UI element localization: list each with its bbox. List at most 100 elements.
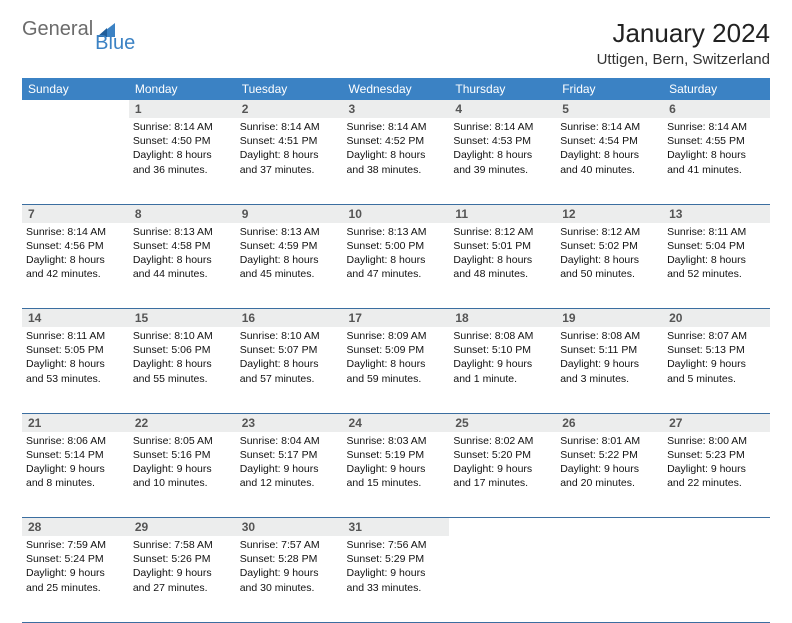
day-detail-line: Sunset: 5:28 PM <box>240 552 339 566</box>
weekday-header: Saturday <box>663 78 770 100</box>
month-title: January 2024 <box>597 18 770 49</box>
day-detail-line: Sunset: 5:26 PM <box>133 552 232 566</box>
day-cell: Sunrise: 8:09 AMSunset: 5:09 PMDaylight:… <box>343 327 450 413</box>
day-details: Sunrise: 8:13 AMSunset: 4:58 PMDaylight:… <box>133 225 232 282</box>
day-details: Sunrise: 7:57 AMSunset: 5:28 PMDaylight:… <box>240 538 339 595</box>
day-number-row: 78910111213 <box>22 204 770 223</box>
calendar-table: Sunday Monday Tuesday Wednesday Thursday… <box>22 78 770 623</box>
day-detail-line: Daylight: 8 hours <box>453 148 552 162</box>
day-detail-line: Sunset: 5:29 PM <box>347 552 446 566</box>
header: General Blue January 2024 Uttigen, Bern,… <box>22 18 770 68</box>
day-detail-line: Sunset: 5:04 PM <box>667 239 766 253</box>
day-number-row: 14151617181920 <box>22 309 770 328</box>
day-number: 12 <box>556 204 663 223</box>
day-detail-line: Sunrise: 8:12 AM <box>453 225 552 239</box>
day-cell: Sunrise: 8:03 AMSunset: 5:19 PMDaylight:… <box>343 432 450 518</box>
day-detail-line: Daylight: 9 hours <box>133 566 232 580</box>
day-detail-line: and 5 minutes. <box>667 372 766 386</box>
day-details: Sunrise: 8:01 AMSunset: 5:22 PMDaylight:… <box>560 434 659 491</box>
day-detail-line: Sunset: 5:05 PM <box>26 343 125 357</box>
day-details: Sunrise: 8:14 AMSunset: 4:55 PMDaylight:… <box>667 120 766 177</box>
day-detail-line: and 57 minutes. <box>240 372 339 386</box>
day-details: Sunrise: 8:13 AMSunset: 5:00 PMDaylight:… <box>347 225 446 282</box>
day-detail-line: Daylight: 8 hours <box>133 357 232 371</box>
day-cell: Sunrise: 7:56 AMSunset: 5:29 PMDaylight:… <box>343 536 450 622</box>
day-cell: Sunrise: 8:06 AMSunset: 5:14 PMDaylight:… <box>22 432 129 518</box>
day-cell <box>22 118 129 204</box>
day-content-row: Sunrise: 8:06 AMSunset: 5:14 PMDaylight:… <box>22 432 770 518</box>
day-detail-line: Sunset: 5:01 PM <box>453 239 552 253</box>
day-number <box>663 518 770 537</box>
day-detail-line: Sunset: 4:50 PM <box>133 134 232 148</box>
day-detail-line: Sunrise: 8:10 AM <box>133 329 232 343</box>
day-cell: Sunrise: 8:08 AMSunset: 5:11 PMDaylight:… <box>556 327 663 413</box>
day-detail-line: and 59 minutes. <box>347 372 446 386</box>
day-detail-line: and 36 minutes. <box>133 163 232 177</box>
day-cell: Sunrise: 8:14 AMSunset: 4:54 PMDaylight:… <box>556 118 663 204</box>
day-detail-line: Daylight: 8 hours <box>26 253 125 267</box>
day-detail-line: Daylight: 8 hours <box>133 253 232 267</box>
weekday-header: Friday <box>556 78 663 100</box>
day-number: 22 <box>129 413 236 432</box>
day-detail-line: Daylight: 9 hours <box>26 566 125 580</box>
day-number: 9 <box>236 204 343 223</box>
day-detail-line: Sunset: 5:13 PM <box>667 343 766 357</box>
day-detail-line: Daylight: 8 hours <box>347 253 446 267</box>
day-cell: Sunrise: 8:14 AMSunset: 4:50 PMDaylight:… <box>129 118 236 204</box>
day-detail-line: Daylight: 8 hours <box>240 148 339 162</box>
day-detail-line: and 39 minutes. <box>453 163 552 177</box>
day-detail-line: Sunrise: 8:12 AM <box>560 225 659 239</box>
day-detail-line: and 17 minutes. <box>453 476 552 490</box>
day-detail-line: Sunrise: 8:13 AM <box>240 225 339 239</box>
weekday-header: Wednesday <box>343 78 450 100</box>
day-details: Sunrise: 8:11 AMSunset: 5:04 PMDaylight:… <box>667 225 766 282</box>
day-detail-line: and 33 minutes. <box>347 581 446 595</box>
day-detail-line: Sunset: 5:16 PM <box>133 448 232 462</box>
day-number: 11 <box>449 204 556 223</box>
day-number: 2 <box>236 100 343 118</box>
day-detail-line: Sunset: 5:00 PM <box>347 239 446 253</box>
day-number: 26 <box>556 413 663 432</box>
day-detail-line: Sunrise: 8:14 AM <box>347 120 446 134</box>
day-details: Sunrise: 7:56 AMSunset: 5:29 PMDaylight:… <box>347 538 446 595</box>
day-cell: Sunrise: 8:00 AMSunset: 5:23 PMDaylight:… <box>663 432 770 518</box>
day-number: 3 <box>343 100 450 118</box>
day-detail-line: Daylight: 9 hours <box>453 462 552 476</box>
day-details: Sunrise: 8:14 AMSunset: 4:51 PMDaylight:… <box>240 120 339 177</box>
day-detail-line: Sunset: 5:23 PM <box>667 448 766 462</box>
day-detail-line: and 12 minutes. <box>240 476 339 490</box>
day-detail-line: and 42 minutes. <box>26 267 125 281</box>
day-content-row: Sunrise: 7:59 AMSunset: 5:24 PMDaylight:… <box>22 536 770 622</box>
day-detail-line: Daylight: 9 hours <box>667 357 766 371</box>
day-detail-line: Daylight: 8 hours <box>347 148 446 162</box>
day-number-row: 28293031 <box>22 518 770 537</box>
day-number: 30 <box>236 518 343 537</box>
day-detail-line: Sunset: 4:55 PM <box>667 134 766 148</box>
day-detail-line: Sunset: 4:51 PM <box>240 134 339 148</box>
day-detail-line: and 40 minutes. <box>560 163 659 177</box>
day-detail-line: and 1 minute. <box>453 372 552 386</box>
day-detail-line: and 47 minutes. <box>347 267 446 281</box>
day-number: 28 <box>22 518 129 537</box>
day-number: 13 <box>663 204 770 223</box>
day-cell: Sunrise: 7:58 AMSunset: 5:26 PMDaylight:… <box>129 536 236 622</box>
day-cell: Sunrise: 8:13 AMSunset: 5:00 PMDaylight:… <box>343 223 450 309</box>
day-cell <box>449 536 556 622</box>
day-cell: Sunrise: 8:14 AMSunset: 4:51 PMDaylight:… <box>236 118 343 204</box>
day-details: Sunrise: 7:58 AMSunset: 5:26 PMDaylight:… <box>133 538 232 595</box>
weekday-header: Monday <box>129 78 236 100</box>
day-details: Sunrise: 8:05 AMSunset: 5:16 PMDaylight:… <box>133 434 232 491</box>
day-detail-line: Sunrise: 8:11 AM <box>26 329 125 343</box>
day-details: Sunrise: 8:04 AMSunset: 5:17 PMDaylight:… <box>240 434 339 491</box>
location-text: Uttigen, Bern, Switzerland <box>597 51 770 68</box>
day-cell <box>663 536 770 622</box>
day-number: 25 <box>449 413 556 432</box>
day-detail-line: Daylight: 9 hours <box>26 462 125 476</box>
day-number-row: 21222324252627 <box>22 413 770 432</box>
day-number: 19 <box>556 309 663 328</box>
day-number: 5 <box>556 100 663 118</box>
day-detail-line: Sunrise: 7:58 AM <box>133 538 232 552</box>
day-detail-line: Daylight: 8 hours <box>240 253 339 267</box>
day-detail-line: and 48 minutes. <box>453 267 552 281</box>
day-detail-line: and 25 minutes. <box>26 581 125 595</box>
